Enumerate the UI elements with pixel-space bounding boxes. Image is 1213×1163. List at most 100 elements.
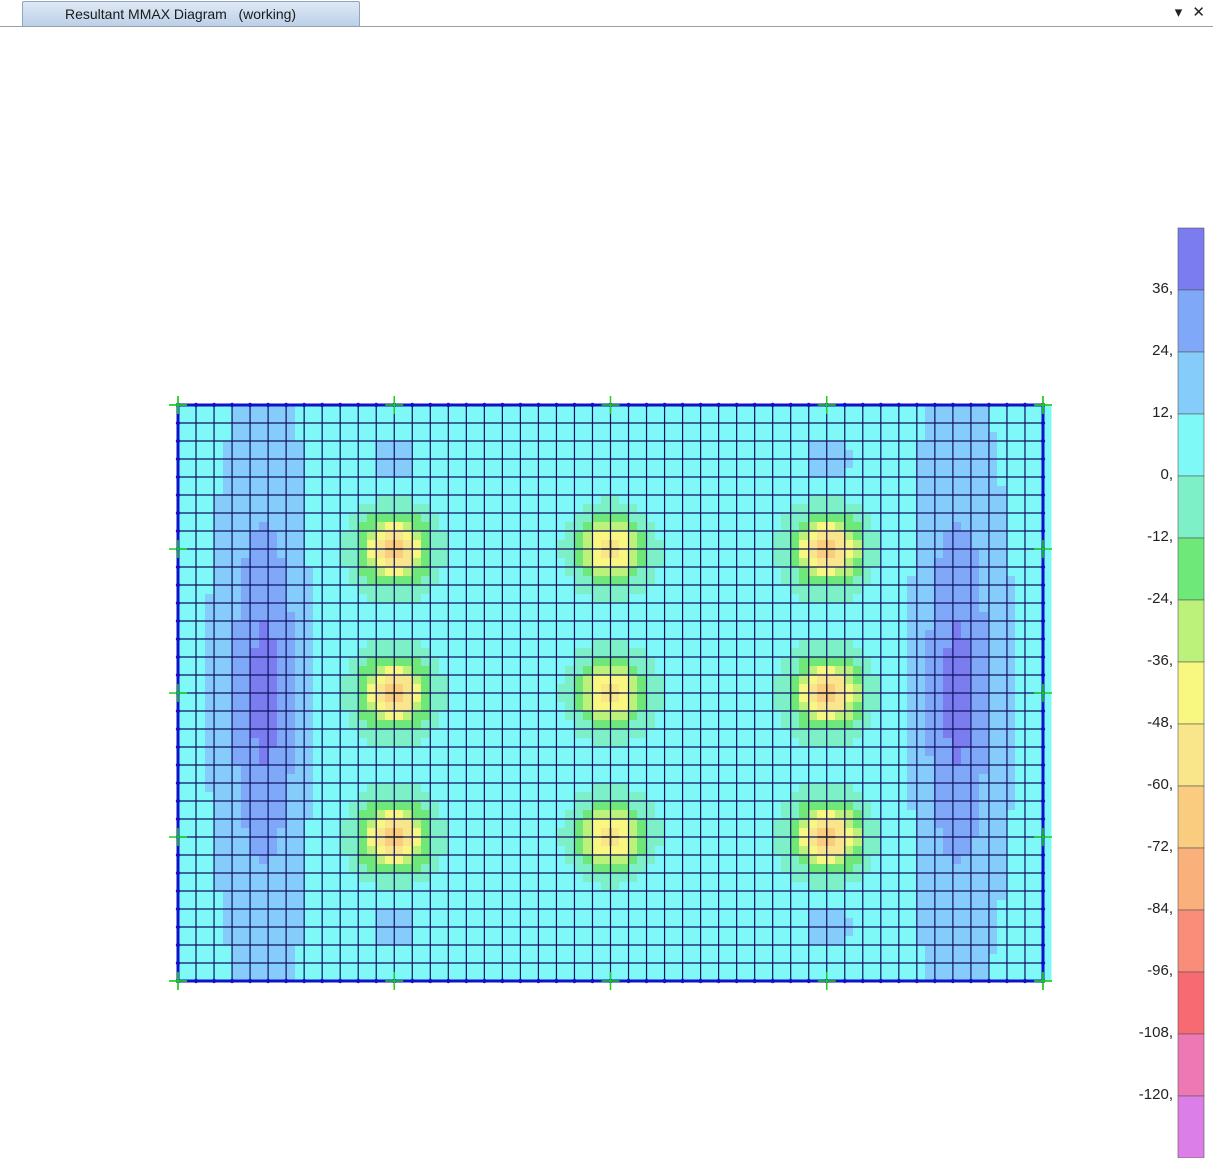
- contour-cell: [808, 612, 818, 622]
- contour-cell: [925, 477, 935, 487]
- contour-cell: [871, 450, 881, 460]
- contour-cell: [286, 648, 296, 658]
- contour-cell: [664, 459, 674, 469]
- contour-cell: [1015, 630, 1025, 640]
- contour-cell: [682, 783, 692, 793]
- contour-cell: [880, 702, 890, 712]
- contour-cell: [916, 549, 926, 559]
- contour-cell: [790, 648, 800, 658]
- contour-cell: [412, 729, 422, 739]
- contour-cell: [673, 819, 683, 829]
- contour-cell: [574, 531, 584, 541]
- contour-cell: [475, 585, 485, 595]
- contour-cell: [736, 405, 746, 415]
- contour-cell: [844, 612, 854, 622]
- contour-cell: [520, 414, 530, 424]
- contour-cell: [277, 837, 287, 847]
- contour-cell: [394, 693, 404, 703]
- contour-cell: [178, 603, 188, 613]
- contour-cell: [1006, 558, 1016, 568]
- contour-cell: [727, 504, 737, 514]
- contour-cell: [934, 504, 944, 514]
- contour-cell: [241, 594, 251, 604]
- contour-cell: [511, 495, 521, 505]
- contour-cell: [727, 630, 737, 640]
- contour-cell: [1042, 630, 1052, 640]
- contour-cell: [520, 621, 530, 631]
- contour-cell: [349, 423, 359, 433]
- contour-cell: [250, 513, 260, 523]
- contour-cell: [709, 702, 719, 712]
- contour-cell: [538, 675, 548, 685]
- contour-cell: [340, 567, 350, 577]
- contour-cell: [646, 423, 656, 433]
- contour-cell: [682, 756, 692, 766]
- contour-cell: [214, 729, 224, 739]
- contour-cell: [547, 783, 557, 793]
- contour-cell: [466, 738, 476, 748]
- contour-cell: [529, 810, 539, 820]
- contour-cell: [637, 837, 647, 847]
- contour-cell: [394, 567, 404, 577]
- contour-cell: [709, 693, 719, 703]
- contour-cell: [196, 846, 206, 856]
- contour-cell: [556, 459, 566, 469]
- contour-cell: [970, 423, 980, 433]
- contour-cell: [349, 558, 359, 568]
- contour-cell: [1033, 441, 1043, 451]
- contour-cell: [367, 819, 377, 829]
- contour-cell: [448, 864, 458, 874]
- contour-cell: [511, 783, 521, 793]
- contour-cell: [979, 702, 989, 712]
- contour-cell: [358, 549, 368, 559]
- contour-cell: [997, 495, 1007, 505]
- contour-cell: [817, 693, 827, 703]
- contour-cell: [286, 864, 296, 874]
- contour-cell: [394, 657, 404, 667]
- contour-cell: [403, 513, 413, 523]
- contour-cell: [574, 819, 584, 829]
- contour-cell: [502, 585, 512, 595]
- contour-cell: [376, 513, 386, 523]
- contour-cell: [1024, 666, 1034, 676]
- contour-cell: [313, 441, 323, 451]
- contour-cell: [925, 855, 935, 865]
- contour-cell: [403, 450, 413, 460]
- contour-cell: [673, 630, 683, 640]
- contour-cell: [862, 567, 872, 577]
- contour-cell: [241, 531, 251, 541]
- tab-resultant-mmax-diagram[interactable]: Resultant MMAX Diagram (working): [22, 1, 360, 26]
- contour-cell: [790, 783, 800, 793]
- chevron-down-icon[interactable]: ▾: [1174, 4, 1183, 21]
- contour-cell: [916, 846, 926, 856]
- contour-cell: [331, 585, 341, 595]
- contour-cell: [502, 486, 512, 496]
- contour-cell: [331, 684, 341, 694]
- contour-cell: [997, 657, 1007, 667]
- contour-cell: [718, 567, 728, 577]
- contour-cell: [412, 504, 422, 514]
- contour-cell: [538, 855, 548, 865]
- contour-cell: [1006, 585, 1016, 595]
- contour-cell: [376, 486, 386, 496]
- model-view-canvas[interactable]: [0, 27, 1213, 1158]
- contour-cell: [376, 828, 386, 838]
- contour-cell: [538, 810, 548, 820]
- contour-cell: [376, 657, 386, 667]
- contour-cell: [205, 792, 215, 802]
- contour-cell: [484, 423, 494, 433]
- contour-cell: [466, 702, 476, 712]
- contour-cell: [277, 639, 287, 649]
- contour-cell: [1033, 477, 1043, 487]
- contour-cell: [502, 765, 512, 775]
- contour-cell: [925, 441, 935, 451]
- contour-cell: [736, 549, 746, 559]
- contour-cell: [313, 702, 323, 712]
- contour-cell: [889, 504, 899, 514]
- close-icon[interactable]: ✕: [1192, 4, 1205, 21]
- contour-cell: [250, 522, 260, 532]
- contour-cell: [943, 621, 953, 631]
- contour-cell: [916, 702, 926, 712]
- contour-cell: [655, 423, 665, 433]
- contour-cell: [385, 513, 395, 523]
